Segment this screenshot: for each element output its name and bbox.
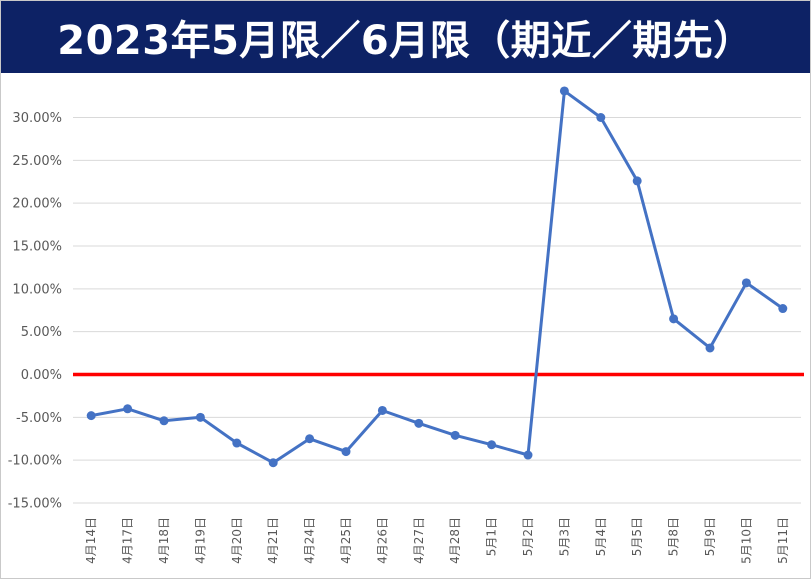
data-point (305, 434, 315, 444)
title-bar: 2023年5月限／6月限（期近／期先） (1, 1, 810, 73)
x-tick-label: 5月8日 (667, 517, 681, 556)
x-tick-label: 5月4日 (594, 517, 608, 556)
x-tick-label: 5月10日 (739, 517, 753, 564)
data-point (705, 343, 715, 353)
y-tick-label: 5.00% (21, 325, 62, 340)
data-point (632, 176, 642, 186)
data-point (159, 416, 169, 426)
data-point (123, 404, 133, 414)
data-point (487, 440, 497, 450)
x-tick-label: 4月24日 (303, 517, 317, 564)
data-point (341, 447, 351, 457)
x-tick-label: 4月14日 (84, 517, 98, 564)
data-point (377, 405, 387, 415)
data-point (195, 412, 205, 422)
x-tick-label: 5月5日 (630, 517, 644, 556)
y-tick-label: 15.00% (12, 240, 62, 255)
data-point (596, 113, 606, 122)
y-tick-label: 20.00% (12, 197, 62, 212)
y-tick-label: -10.00% (8, 454, 62, 469)
data-point (268, 458, 278, 468)
y-tick-label: 0.00% (21, 368, 62, 383)
data-point (523, 450, 533, 460)
y-tick-label: 30.00% (12, 111, 62, 126)
x-tick-label: 4月26日 (375, 517, 389, 564)
x-tick-label: 4月27日 (412, 517, 426, 564)
y-tick-label: 10.00% (12, 282, 62, 297)
data-point (741, 278, 751, 288)
x-tick-label: 5月11日 (776, 517, 790, 564)
gridlines (73, 117, 801, 504)
x-tick-label: 4月19日 (193, 517, 207, 564)
series (86, 86, 788, 468)
x-tick-label: 4月20日 (230, 517, 244, 564)
data-point (669, 314, 679, 324)
series-line (90, 89, 784, 465)
x-tick-label: 5月1日 (485, 517, 499, 556)
x-tick-label: 4月17日 (121, 517, 135, 564)
y-tick-label: -5.00% (16, 411, 62, 426)
y-tick-label: -15.00% (8, 497, 62, 512)
x-tick-label: 5月3日 (557, 517, 571, 556)
data-point (559, 86, 569, 96)
x-axis-ticks: 4月14日 4月17日 4月18日 4月19日 4月20日 4月21日 4月24日 4月25日… (84, 517, 790, 564)
x-tick-label: 5月9日 (703, 517, 717, 556)
data-point (778, 304, 788, 314)
x-tick-label: 4月25日 (339, 517, 353, 564)
x-tick-label: 4月21日 (266, 517, 280, 564)
data-point (414, 418, 424, 428)
y-tick-label: 25.00% (12, 154, 62, 169)
x-tick-label: 5月2日 (521, 517, 535, 556)
x-tick-label: 4月18日 (157, 517, 171, 564)
x-tick-label: 4月28日 (448, 517, 462, 564)
chart-title: 2023年5月限／6月限（期近／期先） (57, 18, 754, 64)
data-point (86, 411, 96, 421)
data-point (450, 430, 460, 440)
data-point (232, 438, 242, 448)
y-axis-ticks: 30.00% 25.00% 20.00% 15.00% 10.00% 5.00% 0.00%… (8, 111, 62, 512)
